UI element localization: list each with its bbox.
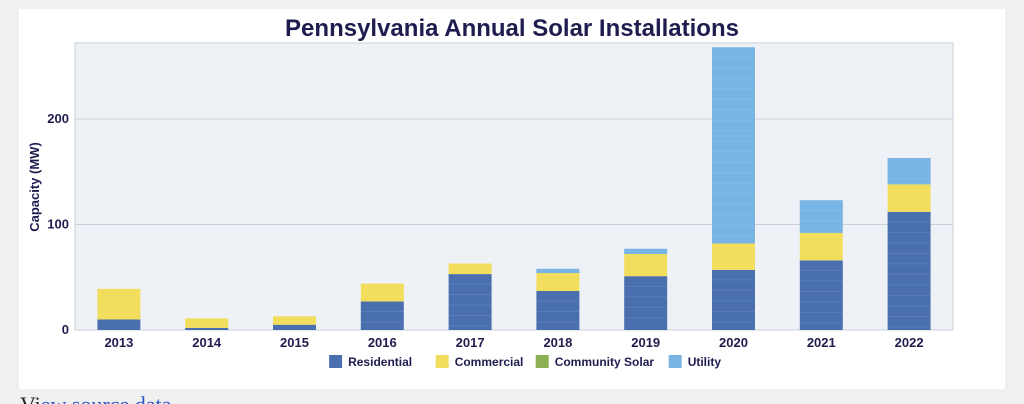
stacked-bar-chart: 0 100 200 2013 2014 2015 2016 2017 2018 2019 2020… <box>27 42 954 369</box>
x-tick-label-2014: 2014 <box>192 335 222 350</box>
legend-label-residential[interactable]: Residential <box>348 355 412 369</box>
x-tick-label-2016: 2016 <box>368 335 397 350</box>
x-tick-label-2019: 2019 <box>631 335 660 350</box>
bar-commercial-2018 <box>536 273 580 291</box>
bar-residential-2015 <box>273 324 316 330</box>
legend-label-commercial[interactable]: Commercial <box>455 355 524 369</box>
bar-residential-2014 <box>185 327 229 330</box>
legend-label-utility[interactable]: Utility <box>688 355 722 369</box>
legend-swatch-utility <box>668 355 682 368</box>
bar-utility-2020 <box>712 47 755 244</box>
bar-utility-2018 <box>536 268 580 274</box>
legend-swatch-commercial <box>435 355 449 368</box>
legend-label-community-solar[interactable]: Community Solar <box>555 355 655 369</box>
bar-utility-2019 <box>624 248 668 255</box>
bar-residential-2017 <box>448 274 492 330</box>
bar-commercial-2016 <box>360 283 404 302</box>
x-tick-labels: 2013 2014 2015 2016 2017 2018 2019 2020 2021 2022 <box>104 335 923 350</box>
x-tick-label-2017: 2017 <box>456 335 485 350</box>
bar-commercial-2014 <box>185 318 229 328</box>
x-tick-label-2015: 2015 <box>280 335 309 350</box>
bar-commercial-2019 <box>624 254 668 277</box>
y-tick-labels: 0 100 200 <box>47 111 69 337</box>
source-data-link-text[interactable]: ew source data <box>41 392 172 404</box>
bar-residential-2016 <box>360 301 404 330</box>
bars <box>97 47 931 330</box>
bar-commercial-2022 <box>887 184 931 212</box>
chart-card: Pennsylvania Annual Solar Installations … <box>19 9 1005 389</box>
bar-residential-2018 <box>536 290 580 330</box>
bar-commercial-2020 <box>712 243 755 270</box>
bar-residential-2013 <box>97 319 141 330</box>
bar-residential-2020 <box>712 269 755 330</box>
legend: Residential Commercial Community Solar Util… <box>329 355 721 369</box>
bar-commercial-2021 <box>799 232 843 261</box>
source-data-link[interactable]: View source data <box>20 392 171 404</box>
bar-residential-2021 <box>799 260 843 330</box>
bar-commercial-2015 <box>273 316 316 325</box>
bar-commercial-2013 <box>97 288 141 320</box>
x-tick-label-2022: 2022 <box>895 335 924 350</box>
source-data-link-prefix: Vi <box>20 392 41 404</box>
chart-title: Pennsylvania Annual Solar Installations <box>285 15 739 42</box>
x-tick-label-2013: 2013 <box>104 335 133 350</box>
x-tick-label-2020: 2020 <box>719 335 748 350</box>
y-axis-label: Capacity (MW) <box>27 142 42 232</box>
bar-residential-2022 <box>887 211 931 330</box>
bar-utility-2021 <box>799 200 843 233</box>
y-tick-label: 0 <box>62 322 69 337</box>
bar-residential-2019 <box>624 276 668 330</box>
y-tick-label: 100 <box>47 216 69 231</box>
bar-utility-2022 <box>887 158 931 185</box>
legend-swatch-community-solar <box>535 355 549 368</box>
x-tick-label-2018: 2018 <box>543 335 572 350</box>
x-tick-label-2021: 2021 <box>807 335 836 350</box>
y-tick-label: 200 <box>47 111 69 126</box>
legend-swatch-residential <box>329 355 343 368</box>
bar-commercial-2017 <box>448 263 492 275</box>
